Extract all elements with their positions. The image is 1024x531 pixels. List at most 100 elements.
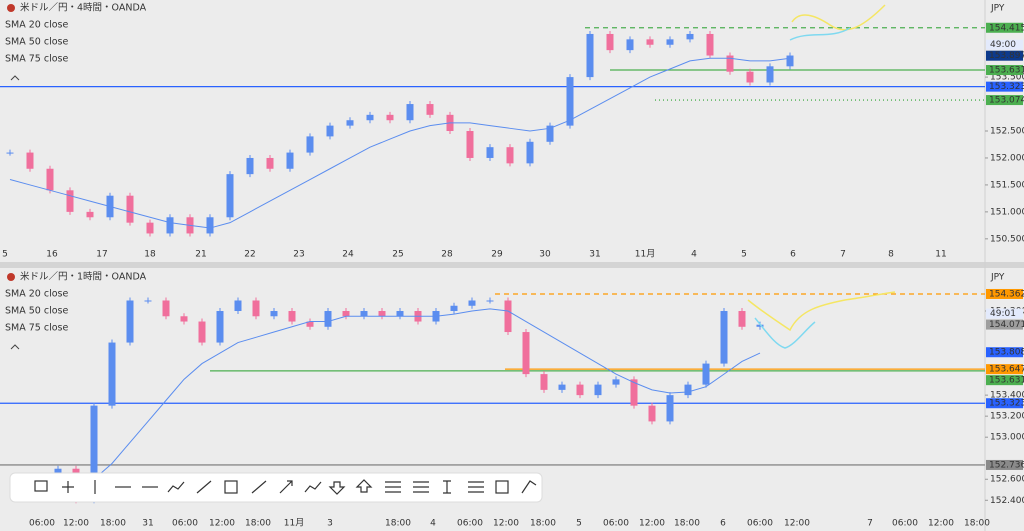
price-tag-label: 153.897 bbox=[989, 51, 1024, 61]
price-tag-label: 153.631 bbox=[989, 376, 1024, 386]
countdown: 49:00 bbox=[990, 40, 1016, 50]
x-tick-label: 7 bbox=[867, 519, 873, 529]
x-tick-label: 06:00 bbox=[747, 519, 773, 529]
candle bbox=[86, 211, 94, 218]
y-tick-label: 153.200 bbox=[990, 412, 1024, 422]
tool-icon[interactable] bbox=[495, 480, 509, 494]
tool-icon[interactable] bbox=[34, 480, 48, 492]
price-tag bbox=[986, 319, 1023, 330]
candle bbox=[46, 168, 54, 191]
candle bbox=[546, 125, 554, 142]
candle bbox=[378, 311, 386, 317]
panel-separator bbox=[0, 262, 1024, 268]
candle bbox=[324, 311, 332, 327]
x-tick-label: 4 bbox=[691, 250, 697, 260]
candle bbox=[90, 405, 98, 501]
x-tick-label: 11月 bbox=[635, 249, 655, 260]
tool-icon[interactable] bbox=[251, 480, 267, 494]
candle bbox=[686, 33, 694, 40]
price-tag-label: 152.736 bbox=[989, 460, 1024, 470]
countdown: 49:01 bbox=[990, 309, 1016, 319]
price-tag bbox=[986, 65, 1023, 76]
tool-icon[interactable] bbox=[521, 480, 537, 494]
x-tick-label: 18:00 bbox=[245, 519, 271, 529]
candle bbox=[270, 311, 278, 317]
candle bbox=[346, 120, 354, 126]
candle bbox=[646, 39, 654, 45]
x-tick-label: 28 bbox=[441, 250, 453, 260]
y-tick-label: 152.600 bbox=[990, 475, 1024, 485]
tool-icon[interactable] bbox=[328, 481, 346, 495]
x-tick-label: 4 bbox=[430, 519, 436, 529]
x-tick-label: 5 bbox=[2, 250, 8, 260]
x-tick-label: 18:00 bbox=[530, 519, 556, 529]
tool-icon[interactable] bbox=[355, 479, 373, 493]
candle bbox=[162, 300, 170, 317]
toolbar-bg bbox=[9, 472, 543, 503]
price-tag-label: 153.631 bbox=[989, 66, 1024, 76]
indicator-label: SMA 75 close bbox=[5, 54, 68, 65]
price-tag-label: 153.323 bbox=[989, 399, 1024, 409]
sma-line bbox=[39, 308, 761, 501]
tool-icon[interactable] bbox=[413, 481, 429, 493]
sma-line bbox=[9, 57, 791, 229]
candle bbox=[684, 384, 692, 396]
x-tick-label: 8 bbox=[888, 250, 894, 260]
x-tick-label: 12:00 bbox=[209, 519, 235, 529]
price-tag bbox=[986, 459, 1023, 470]
countdown-tag bbox=[986, 39, 1023, 50]
x-tick-label: 18:00 bbox=[100, 519, 126, 529]
flag-icon bbox=[7, 273, 15, 281]
candle bbox=[594, 384, 602, 396]
candle bbox=[720, 311, 728, 364]
candle bbox=[466, 131, 474, 158]
tool-icon[interactable] bbox=[62, 481, 74, 493]
candle bbox=[738, 311, 746, 327]
x-tick-label: 16 bbox=[46, 250, 58, 260]
candle bbox=[126, 300, 134, 343]
tool-icon[interactable] bbox=[196, 480, 212, 494]
tool-icon[interactable] bbox=[304, 481, 322, 493]
y-tick-label: 152.000 bbox=[990, 153, 1024, 163]
candle bbox=[206, 217, 214, 234]
tool-icon[interactable] bbox=[468, 481, 484, 493]
candle bbox=[126, 195, 134, 223]
y-tick-label: 150.500 bbox=[990, 234, 1024, 244]
candle bbox=[702, 363, 710, 385]
indicator-label: SMA 20 close bbox=[5, 20, 68, 31]
drawing bbox=[791, 4, 886, 31]
x-tick-label: 11 bbox=[935, 250, 946, 260]
tool-icon[interactable] bbox=[224, 480, 238, 494]
x-tick-label: 6 bbox=[720, 519, 726, 529]
candle bbox=[558, 384, 566, 390]
x-tick-label: 29 bbox=[491, 250, 503, 260]
tool-icon[interactable] bbox=[279, 480, 293, 494]
candle bbox=[144, 300, 152, 302]
candle bbox=[396, 311, 404, 317]
tool-icon[interactable] bbox=[443, 480, 451, 494]
x-tick-label: 18:00 bbox=[964, 519, 990, 529]
price-tag-label: 153.074 bbox=[989, 96, 1024, 106]
candle bbox=[326, 125, 334, 137]
tool-icon[interactable] bbox=[385, 481, 401, 493]
candle bbox=[366, 114, 374, 121]
x-tick-label: 12:00 bbox=[928, 519, 954, 529]
indicator-label: SMA 50 close bbox=[5, 37, 68, 48]
price-tag-label: 154.362 bbox=[989, 289, 1024, 299]
candle bbox=[540, 374, 548, 390]
candle bbox=[648, 405, 656, 422]
price-tag bbox=[986, 347, 1023, 358]
y-tick-label: 151.500 bbox=[990, 180, 1024, 190]
candle bbox=[666, 395, 674, 422]
y-tick-label: 152.500 bbox=[990, 127, 1024, 137]
candle bbox=[108, 342, 116, 406]
candle bbox=[626, 39, 634, 51]
x-tick-label: 3 bbox=[327, 519, 333, 529]
candle bbox=[246, 157, 254, 175]
price-tag bbox=[986, 22, 1023, 33]
x-tick-label: 30 bbox=[539, 250, 551, 260]
candle bbox=[486, 147, 494, 158]
tool-icon[interactable] bbox=[167, 481, 185, 493]
